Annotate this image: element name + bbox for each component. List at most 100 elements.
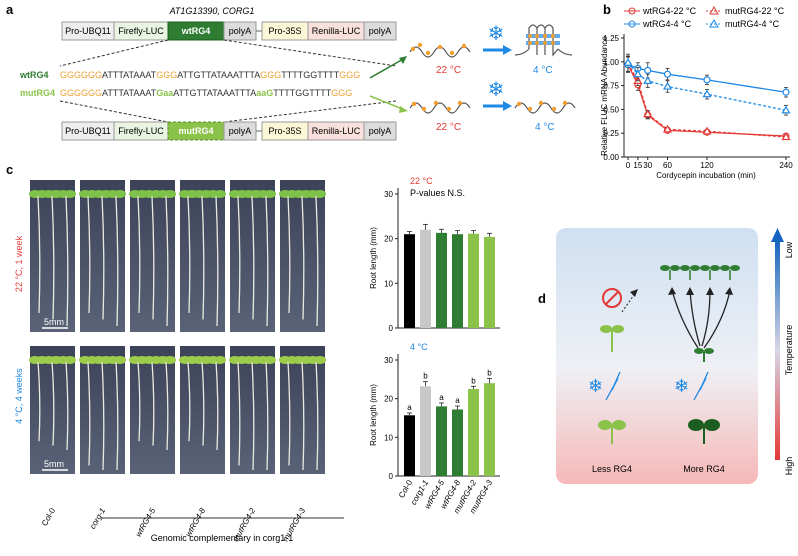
- data-point: [781, 105, 791, 114]
- seedling-leaf: [164, 190, 176, 198]
- seedling-leaf: [114, 190, 126, 198]
- construct-mut: Pro-UBQ11 Firefly-LUC mutRG4 polyA Pro-3…: [61, 121, 397, 141]
- genotype-label: Col-0: [40, 506, 58, 528]
- seedling-leaf: [214, 356, 226, 364]
- seedling-root: [87, 361, 91, 466]
- data-point: [662, 124, 673, 133]
- wt-g4-structure: [514, 24, 573, 57]
- high-label: High: [784, 457, 794, 476]
- data-point: [702, 89, 712, 98]
- seedling-root: [115, 195, 119, 327]
- x-tick-label: 60: [663, 161, 672, 170]
- y-tick-label: 1.25: [603, 34, 619, 43]
- chart-b-xlabel: Cordycepin incubation (min): [656, 171, 756, 180]
- seedling-root: [51, 195, 55, 320]
- seedling-root: [215, 195, 219, 327]
- bar: [484, 383, 495, 476]
- seedling-root: [151, 195, 155, 320]
- construct-rluc: Renilla-LUC: [312, 26, 361, 36]
- seedling-photos: [29, 180, 326, 474]
- panel-a: a AT1G13390, CORG1 Pro-UBQ11 Firefly-LUC…: [6, 2, 576, 141]
- seedling-root: [151, 361, 155, 446]
- data-point: [781, 132, 791, 141]
- significance-letter: a: [455, 396, 460, 405]
- panel-c: c 22 °C, 1 week 4 °C, 4 weeks 5mm 5mm Co…: [6, 162, 500, 543]
- bar: [436, 232, 447, 328]
- bar: [484, 236, 495, 328]
- data-point: [633, 69, 643, 78]
- wt-arrow: [369, 57, 406, 79]
- seedling-root: [237, 195, 241, 314]
- mut-temp-warm: 22 °C: [436, 122, 461, 133]
- construct-polya-2: polyA: [369, 26, 392, 36]
- seedling-leaf: [64, 356, 76, 364]
- construct-wt: Pro-UBQ11 Firefly-LUC wtRG4 polyA Pro-35…: [61, 21, 397, 41]
- bar-y-tick-label: 30: [384, 190, 393, 199]
- significance-letter: a: [407, 403, 412, 412]
- mut-sequence: GGGGGGATTTATAAATGaaATTGTTATAAATTTAaaGTTT…: [60, 88, 352, 98]
- seedling-leaf: [264, 356, 276, 364]
- data-point: [644, 66, 652, 74]
- seedling-root: [51, 361, 55, 446]
- seedling-root: [165, 195, 169, 327]
- bar-y-tick-label: 0: [389, 472, 394, 481]
- y-tick-label: 1.00: [603, 58, 619, 67]
- y-tick-label: 0.50: [603, 105, 619, 114]
- construct-mutrg4: mutRG4: [178, 126, 213, 136]
- legend-wt22: wtRG4-22 °C: [642, 6, 697, 16]
- snowflake-icon: ❄: [488, 23, 505, 45]
- seedling-root: [251, 195, 255, 320]
- bar: [452, 234, 463, 328]
- seedling-root: [137, 361, 141, 442]
- seedling-root: [37, 195, 41, 314]
- genotype-label: corg-1: [88, 507, 107, 531]
- wt-temp-cold: 4 °C: [533, 65, 553, 76]
- chart-b-plot: 0.00 0.25 0.50 0.75 1.00 1.25 0 15 30 60 120 240: [603, 34, 793, 170]
- seedling-root: [201, 361, 205, 446]
- bar-y-tick-label: 20: [384, 395, 393, 404]
- seedling-root: [137, 195, 141, 314]
- bar-ylabel: Root length (mm): [369, 227, 378, 289]
- seedling-root: [301, 195, 305, 320]
- panel-d-letter: d: [538, 291, 546, 306]
- construct-promoter: Pro-UBQ11: [65, 26, 111, 36]
- construct-rluc-b: Renilla-LUC: [312, 126, 361, 136]
- significance-letter: b: [471, 376, 476, 385]
- bar-ylabel: Root length (mm): [369, 384, 378, 446]
- row2-label: 4 °C, 4 weeks: [14, 368, 24, 424]
- seedling-root: [101, 195, 105, 320]
- row1-label: 22 °C, 1 week: [14, 235, 24, 292]
- snowflake-icon: ❄: [588, 376, 603, 396]
- significance-letter: b: [423, 372, 428, 381]
- bar-y-tick-label: 0: [389, 324, 394, 333]
- bar-annotation: P-values N.S.: [410, 188, 465, 198]
- construct-polya-b: polyA: [229, 126, 252, 136]
- seedling-root: [101, 361, 105, 471]
- prohibited-icon: [602, 288, 622, 308]
- seedling-leaf: [114, 356, 126, 364]
- bar: [468, 389, 479, 476]
- bar-y-tick-label: 10: [384, 279, 393, 288]
- wt-sequence: GGGGGGATTTATAAATGGGATTGTTATAAATTTAGGGTTT…: [60, 70, 360, 80]
- less-rg4-column: ❄ Less RG4: [588, 288, 638, 474]
- seedling-root: [287, 195, 291, 314]
- panel-c-letter: c: [6, 162, 13, 177]
- significance-letter: a: [439, 393, 444, 402]
- seedling-root: [215, 361, 219, 451]
- seedling-root: [187, 195, 191, 314]
- low-label: Low: [784, 241, 794, 258]
- seedling-root: [265, 195, 269, 327]
- x-tick-label: 240: [779, 161, 793, 170]
- mut-mrna-warm: [409, 102, 471, 114]
- series-line: [627, 63, 787, 138]
- more-rg4-column: ❄ More RG4: [660, 265, 740, 474]
- bar-y-tick-label: 30: [384, 356, 393, 365]
- construct-wtrg4: wtRG4: [181, 26, 211, 36]
- significance-letter: b: [487, 369, 492, 378]
- construct-polya: polyA: [229, 26, 252, 36]
- wt-label: wtRG4: [19, 70, 49, 80]
- bar-y-tick-label: 10: [384, 433, 393, 442]
- construct-promoter-b: Pro-UBQ11: [65, 126, 111, 136]
- seedling-root: [237, 361, 241, 466]
- construct-fluc: Firefly-LUC: [118, 26, 164, 36]
